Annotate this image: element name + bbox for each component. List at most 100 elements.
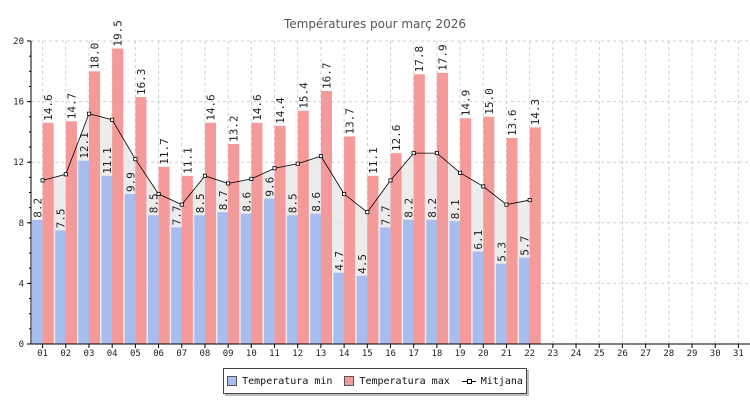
x-tick-label: 02 xyxy=(60,349,71,359)
bar-min xyxy=(473,252,484,344)
legend-line-marker xyxy=(462,376,476,386)
data-label-min: 8.5 xyxy=(148,193,161,213)
legend: Temperatura min Temperatura max Mitjana xyxy=(223,368,527,394)
x-tick-label: 28 xyxy=(663,349,674,359)
average-marker xyxy=(87,112,90,115)
average-marker xyxy=(389,179,392,182)
average-marker xyxy=(319,155,322,158)
y-tick-label: 20 xyxy=(13,37,24,47)
bar-min xyxy=(32,220,43,344)
bar-min xyxy=(148,215,159,344)
data-label-min: 6.1 xyxy=(472,230,485,250)
x-tick-label: 19 xyxy=(455,349,466,359)
bar-min xyxy=(334,273,345,344)
bar-max xyxy=(112,49,123,344)
x-tick-label: 23 xyxy=(547,349,558,359)
average-marker xyxy=(64,173,67,176)
data-label-min: 11.1 xyxy=(101,147,114,173)
x-tick-label: 01 xyxy=(37,349,48,359)
data-label-min: 9.9 xyxy=(124,172,137,192)
bar-max xyxy=(66,121,77,344)
bar-min xyxy=(218,212,229,344)
data-label-max: 14.9 xyxy=(460,90,473,117)
x-tick-label: 07 xyxy=(176,349,187,359)
data-label-max: 14.6 xyxy=(205,94,218,121)
legend-swatch-min xyxy=(227,376,237,386)
bar-max xyxy=(182,176,193,344)
data-label-min: 4.7 xyxy=(333,251,346,271)
bar-min xyxy=(357,276,368,344)
x-tick-label: 06 xyxy=(153,349,164,359)
average-marker xyxy=(412,152,415,155)
data-label-max: 12.6 xyxy=(390,125,403,152)
data-label-min: 8.6 xyxy=(240,192,253,212)
data-label-max: 14.4 xyxy=(274,97,287,124)
legend-item-average: Mitjana xyxy=(462,376,523,387)
legend-label-average: Mitjana xyxy=(481,376,523,387)
data-label-min: 7.7 xyxy=(171,205,184,225)
x-tick-label: 20 xyxy=(478,349,489,359)
data-label-min: 8.1 xyxy=(449,199,462,219)
bar-max xyxy=(530,127,541,344)
x-tick-label: 15 xyxy=(362,349,373,359)
average-marker xyxy=(343,192,346,195)
x-tick-label: 16 xyxy=(385,349,396,359)
bar-min xyxy=(171,227,182,344)
average-marker xyxy=(227,182,230,185)
data-label-min: 4.5 xyxy=(356,254,369,274)
legend-label-min: Temperatura min xyxy=(242,376,332,387)
legend-item-max: Temperatura max xyxy=(344,376,449,387)
data-label-max: 13.2 xyxy=(228,116,241,143)
bar-max xyxy=(43,123,54,344)
bar-max xyxy=(251,123,262,344)
legend-item-min: Temperatura min xyxy=(227,376,332,387)
x-tick-label: 25 xyxy=(594,349,605,359)
x-tick-label: 03 xyxy=(84,349,95,359)
x-tick-label: 31 xyxy=(733,349,744,359)
data-label-max: 14.7 xyxy=(65,93,78,120)
data-label-min: 8.2 xyxy=(403,198,416,218)
data-label-max: 16.7 xyxy=(320,62,333,89)
x-tick-label: 12 xyxy=(292,349,303,359)
y-tick-label: 8 xyxy=(19,219,24,229)
bar-min xyxy=(241,214,252,344)
x-tick-label: 27 xyxy=(640,349,651,359)
x-tick-label: 21 xyxy=(501,349,512,359)
data-label-max: 16.3 xyxy=(135,69,148,96)
bar-min xyxy=(287,215,298,344)
x-tick-label: 11 xyxy=(269,349,280,359)
average-marker xyxy=(203,174,206,177)
average-marker xyxy=(296,162,299,165)
data-label-max: 17.9 xyxy=(436,44,449,71)
bar-min xyxy=(449,221,460,344)
y-tick-label: 4 xyxy=(19,279,24,289)
data-label-max: 11.1 xyxy=(181,147,194,174)
y-tick-label: 12 xyxy=(13,158,24,168)
x-tick-label: 29 xyxy=(687,349,698,359)
data-label-max: 11.1 xyxy=(367,147,380,174)
average-marker xyxy=(134,158,137,161)
data-label-max: 19.5 xyxy=(112,20,125,46)
data-label-max: 18.0 xyxy=(89,43,102,70)
data-label-min: 7.5 xyxy=(55,209,68,229)
bar-min xyxy=(102,176,113,344)
data-label-max: 11.7 xyxy=(158,138,171,165)
data-label-max: 13.7 xyxy=(344,108,357,135)
x-tick-label: 08 xyxy=(200,349,211,359)
bar-max xyxy=(344,136,355,344)
bar-min xyxy=(426,220,437,344)
bar-max xyxy=(228,144,239,344)
x-tick-label: 05 xyxy=(130,349,141,359)
x-tick-label: 22 xyxy=(524,349,535,359)
data-label-min: 8.2 xyxy=(426,198,439,218)
bar-min xyxy=(78,161,89,344)
x-tick-label: 04 xyxy=(107,349,118,359)
bar-max xyxy=(275,126,286,344)
bar-max xyxy=(298,111,309,344)
data-label-min: 8.5 xyxy=(194,193,207,213)
average-marker xyxy=(250,177,253,180)
average-marker xyxy=(366,211,369,214)
legend-label-max: Temperatura max xyxy=(359,376,449,387)
x-tick-label: 30 xyxy=(710,349,721,359)
average-marker xyxy=(458,171,461,174)
